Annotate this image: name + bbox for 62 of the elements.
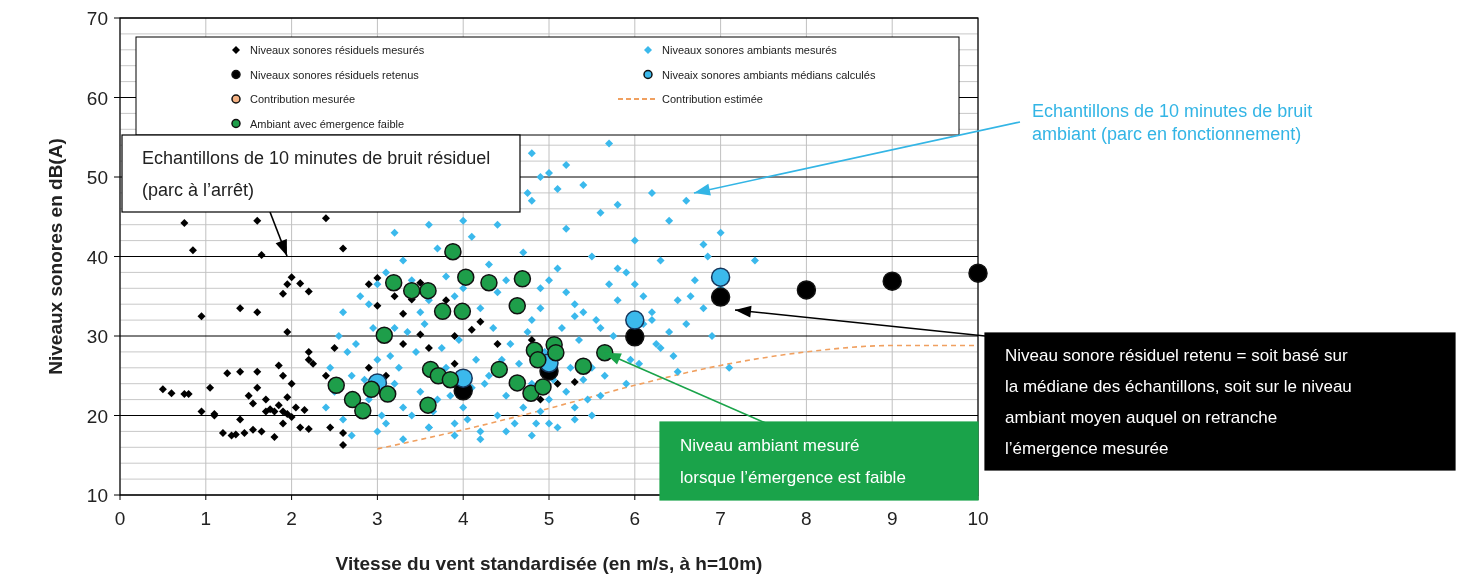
point xyxy=(343,390,362,409)
point xyxy=(625,310,645,330)
y-tick-label: 30 xyxy=(86,326,108,347)
point xyxy=(529,351,547,369)
text: Niveau sonore résiduel retenu = soit basé sur la médiane des échantillons, soit sur le niveau ambiant moyen auquel on retranche l’émergence mesurée xyxy=(1005,346,1352,458)
point xyxy=(402,281,421,300)
point xyxy=(441,370,460,389)
y-tick-label: 40 xyxy=(86,246,108,268)
y-tick-label: 70 xyxy=(86,8,108,29)
point xyxy=(547,343,565,362)
legend-label: Niveaux sonores résiduels mesurés xyxy=(250,44,425,56)
legend-label: Niveaix sonores ambiants médians calculés xyxy=(662,68,876,81)
point xyxy=(419,396,437,414)
point xyxy=(378,385,397,403)
legend-label: Contribution estimée xyxy=(662,93,763,105)
point xyxy=(710,287,731,307)
point xyxy=(508,297,526,315)
x-tick-label: 6 xyxy=(629,508,641,529)
y-tick-label: 50 xyxy=(86,167,108,188)
point xyxy=(444,242,462,261)
legend-label: Contribution mesurée xyxy=(250,93,356,105)
point xyxy=(968,263,988,283)
x-tick-label: 2 xyxy=(286,508,297,529)
y-axis-title: Niveaux sonores en dB(A) xyxy=(45,138,66,375)
x-tick-label: 4 xyxy=(457,508,469,529)
legend-label: Niveaux sonores ambiants mesurés xyxy=(662,44,838,56)
legend-label: Niveaux sonores résiduels retenus xyxy=(250,68,420,81)
x-tick-label: 8 xyxy=(801,508,812,529)
point xyxy=(508,374,526,392)
y-tick-label: 10 xyxy=(86,485,108,506)
point xyxy=(354,401,372,420)
x-tick-label: 5 xyxy=(543,508,555,529)
annotation: Niveau ambiant mesuré lorsque l’émergence est faible xyxy=(680,435,906,487)
point xyxy=(480,273,498,292)
x-tick-label: 1 xyxy=(200,508,212,529)
x-tick-label: 3 xyxy=(372,508,383,529)
x-axis-title: Vitesse du vent standardisée (en m/s, à h=10m) xyxy=(335,553,763,574)
y-tick-label: 60 xyxy=(86,87,108,109)
point xyxy=(384,273,403,292)
point xyxy=(327,376,345,395)
point xyxy=(796,280,817,300)
point xyxy=(457,268,475,286)
point xyxy=(574,357,593,375)
point xyxy=(375,326,394,344)
x-tick-label: 10 xyxy=(967,508,989,529)
point xyxy=(490,360,508,379)
text: Echantillons de 10 minutes de bruit ambiant (parc en fonctionnement) xyxy=(1032,100,1313,144)
x-tick-label: 7 xyxy=(715,508,726,529)
point xyxy=(453,302,472,321)
point xyxy=(433,302,452,321)
point xyxy=(362,380,381,399)
annotation: Echantillons de 10 minutes de bruit résiduel (parc à l’arrêt) xyxy=(142,148,491,200)
y-tick-label: 20 xyxy=(86,405,108,427)
point xyxy=(534,378,552,396)
point xyxy=(882,271,902,291)
point xyxy=(513,270,532,288)
point xyxy=(625,327,645,347)
legend-label: Ambiant avec émergence faible xyxy=(250,117,405,130)
point xyxy=(419,281,437,300)
point xyxy=(710,267,731,287)
x-tick-label: 9 xyxy=(886,508,898,529)
x-tick-label: 0 xyxy=(114,508,126,529)
